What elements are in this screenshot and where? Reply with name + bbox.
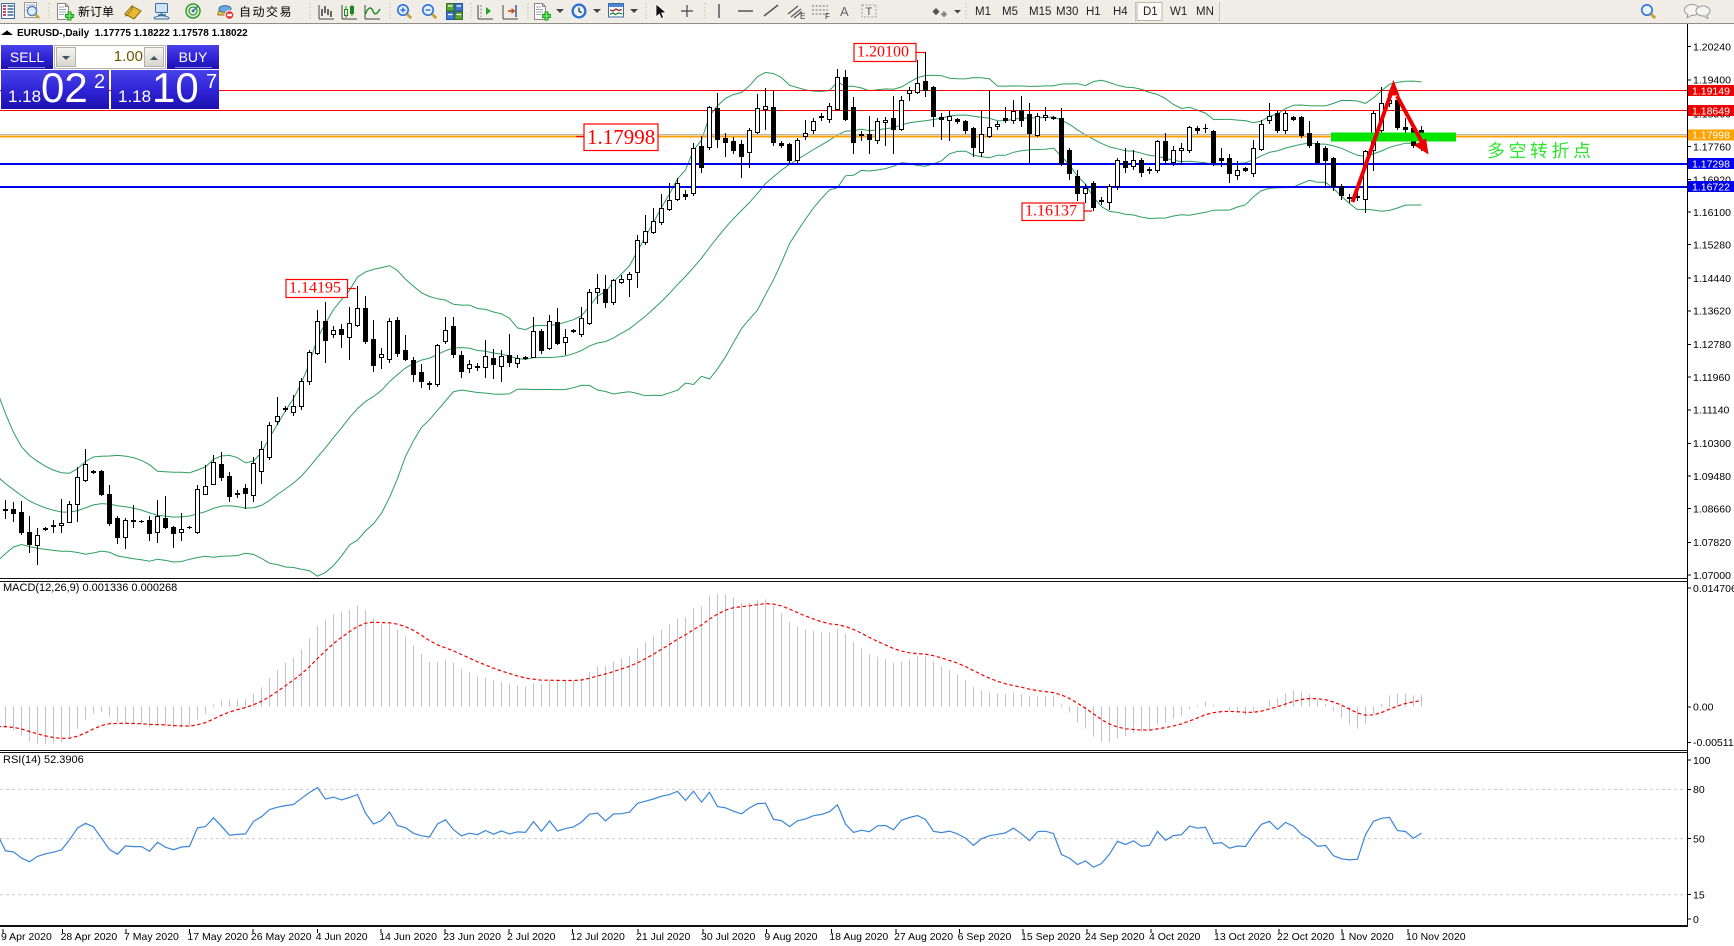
svg-text:21 Jul 2020: 21 Jul 2020 [636,931,690,943]
svg-text:1.16722: 1.16722 [1692,181,1730,193]
svg-text:1.18649: 1.18649 [1692,105,1730,117]
svg-text:1.07000: 1.07000 [1693,570,1731,582]
svg-text:MACD(12,26,9) 0.001336 0.00026: MACD(12,26,9) 0.001336 0.000268 [3,582,177,594]
svg-text:W1: W1 [1170,6,1187,18]
svg-text:M5: M5 [1002,6,1018,18]
svg-text:1.19149: 1.19149 [1692,85,1730,97]
svg-text:4 Jun 2020: 4 Jun 2020 [316,931,368,943]
svg-text:13 Oct 2020: 13 Oct 2020 [1214,931,1271,943]
svg-text:1.16100: 1.16100 [1693,207,1731,219]
svg-text:1.20100: 1.20100 [857,44,909,61]
svg-text:9 Aug 2020: 9 Aug 2020 [764,931,817,943]
svg-text:H4: H4 [1113,6,1128,18]
svg-text:1.07820: 1.07820 [1693,537,1731,549]
svg-text:0: 0 [1693,914,1699,926]
svg-text:1.17760: 1.17760 [1693,141,1731,153]
svg-text:17 May 2020: 17 May 2020 [187,931,248,943]
svg-text:1.12780: 1.12780 [1693,339,1731,351]
svg-text:30 Jul 2020: 30 Jul 2020 [701,931,755,943]
svg-text:F: F [825,12,830,21]
svg-text:7 May 2020: 7 May 2020 [124,931,179,943]
svg-text:1.17298: 1.17298 [1692,158,1730,170]
svg-text:27 Aug 2020: 27 Aug 2020 [894,931,953,943]
svg-text:28 Apr 2020: 28 Apr 2020 [61,931,118,943]
svg-text:1.14440: 1.14440 [1693,273,1731,285]
svg-text:RSI(14) 52.3906: RSI(14) 52.3906 [3,754,84,766]
svg-text:6 Sep 2020: 6 Sep 2020 [958,931,1012,943]
svg-text:4 Oct 2020: 4 Oct 2020 [1149,931,1201,943]
svg-text:1.19400: 1.19400 [1693,75,1731,87]
svg-text:1.15280: 1.15280 [1693,239,1731,251]
svg-text:22 Oct 2020: 22 Oct 2020 [1277,931,1334,943]
svg-text:D1: D1 [1143,6,1158,18]
svg-text:1 Nov 2020: 1 Nov 2020 [1340,931,1394,943]
svg-text:9 Apr 2020: 9 Apr 2020 [1,931,52,943]
svg-text:M15: M15 [1029,6,1051,18]
svg-text:10 Nov 2020: 10 Nov 2020 [1406,931,1466,943]
svg-text:2 Jul 2020: 2 Jul 2020 [507,931,556,943]
svg-text:0.00: 0.00 [1693,702,1714,714]
svg-text:14 Jun 2020: 14 Jun 2020 [379,931,437,943]
svg-text:12 Jul 2020: 12 Jul 2020 [571,931,625,943]
svg-text:26 May 2020: 26 May 2020 [251,931,312,943]
svg-text:15: 15 [1693,890,1705,902]
svg-text:50: 50 [1693,833,1705,845]
svg-text:1.16137: 1.16137 [1025,203,1077,220]
svg-text:80: 80 [1693,784,1705,796]
svg-text:1.10300: 1.10300 [1693,438,1731,450]
svg-text:M1: M1 [975,6,991,18]
svg-text:23 Jun 2020: 23 Jun 2020 [443,931,501,943]
svg-text:1.09480: 1.09480 [1693,471,1731,483]
svg-text:1.13620: 1.13620 [1693,306,1731,318]
svg-text:0.014706: 0.014706 [1693,583,1734,595]
svg-text:MN: MN [1196,6,1214,18]
svg-text:1.11140: 1.11140 [1693,405,1730,417]
svg-text:1.08660: 1.08660 [1693,504,1731,516]
svg-text:T: T [866,6,873,18]
svg-text:1.17998: 1.17998 [587,125,655,149]
svg-text:M30: M30 [1056,6,1078,18]
svg-text:1.17998: 1.17998 [1692,130,1730,142]
svg-text:24 Sep 2020: 24 Sep 2020 [1085,931,1145,943]
svg-text:18 Aug 2020: 18 Aug 2020 [829,931,888,943]
svg-text:E: E [800,12,805,21]
svg-text:100: 100 [1693,755,1711,767]
svg-text:1.14195: 1.14195 [289,280,341,297]
svg-text:-0.005113: -0.005113 [1693,737,1734,749]
svg-text:A: A [840,4,849,19]
svg-text:15 Sep 2020: 15 Sep 2020 [1021,931,1081,943]
svg-text:1.20240: 1.20240 [1693,42,1731,54]
svg-text:H1: H1 [1086,6,1101,18]
svg-text:1.11960: 1.11960 [1693,372,1730,384]
svg-text:EURUSD-,Daily 1.17775 1.18222: EURUSD-,Daily 1.17775 1.18222 1.17578 1.… [17,28,248,39]
